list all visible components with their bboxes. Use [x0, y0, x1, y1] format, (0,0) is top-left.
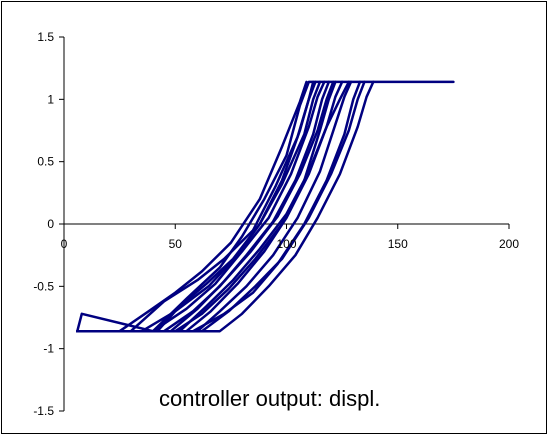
y-tick-label: -1.5 [33, 404, 54, 418]
chart-annotation: controller output: displ. [159, 386, 380, 411]
series-line-11 [76, 80, 375, 333]
axes [59, 36, 510, 412]
x-tick-label: 200 [499, 237, 519, 251]
series-line-7 [76, 80, 344, 333]
series-line-13 [76, 80, 308, 333]
x-tick-label: 150 [388, 237, 408, 251]
y-tick-label: -1 [43, 342, 54, 356]
y-tick-label: 0.5 [37, 155, 54, 169]
series-line-4 [76, 80, 326, 333]
series-line-12 [76, 80, 315, 333]
y-tick-label: -0.5 [33, 279, 54, 293]
series-line-14 [76, 80, 351, 333]
y-tick-label: 1 [47, 92, 54, 106]
x-tick-label: 0 [61, 237, 68, 251]
tick-labels: -1.5 -1 -0.5 0 0.5 1 1.5 0 50 100 150 200 [33, 30, 519, 418]
series-line-10 [76, 80, 362, 333]
x-tick-label: 100 [276, 237, 296, 251]
x-tick-label: 50 [169, 237, 183, 251]
y-tick-label: 0 [47, 217, 54, 231]
series-line-15 [76, 80, 335, 333]
y-tick-label: 1.5 [37, 30, 54, 44]
series-layer [76, 80, 455, 333]
